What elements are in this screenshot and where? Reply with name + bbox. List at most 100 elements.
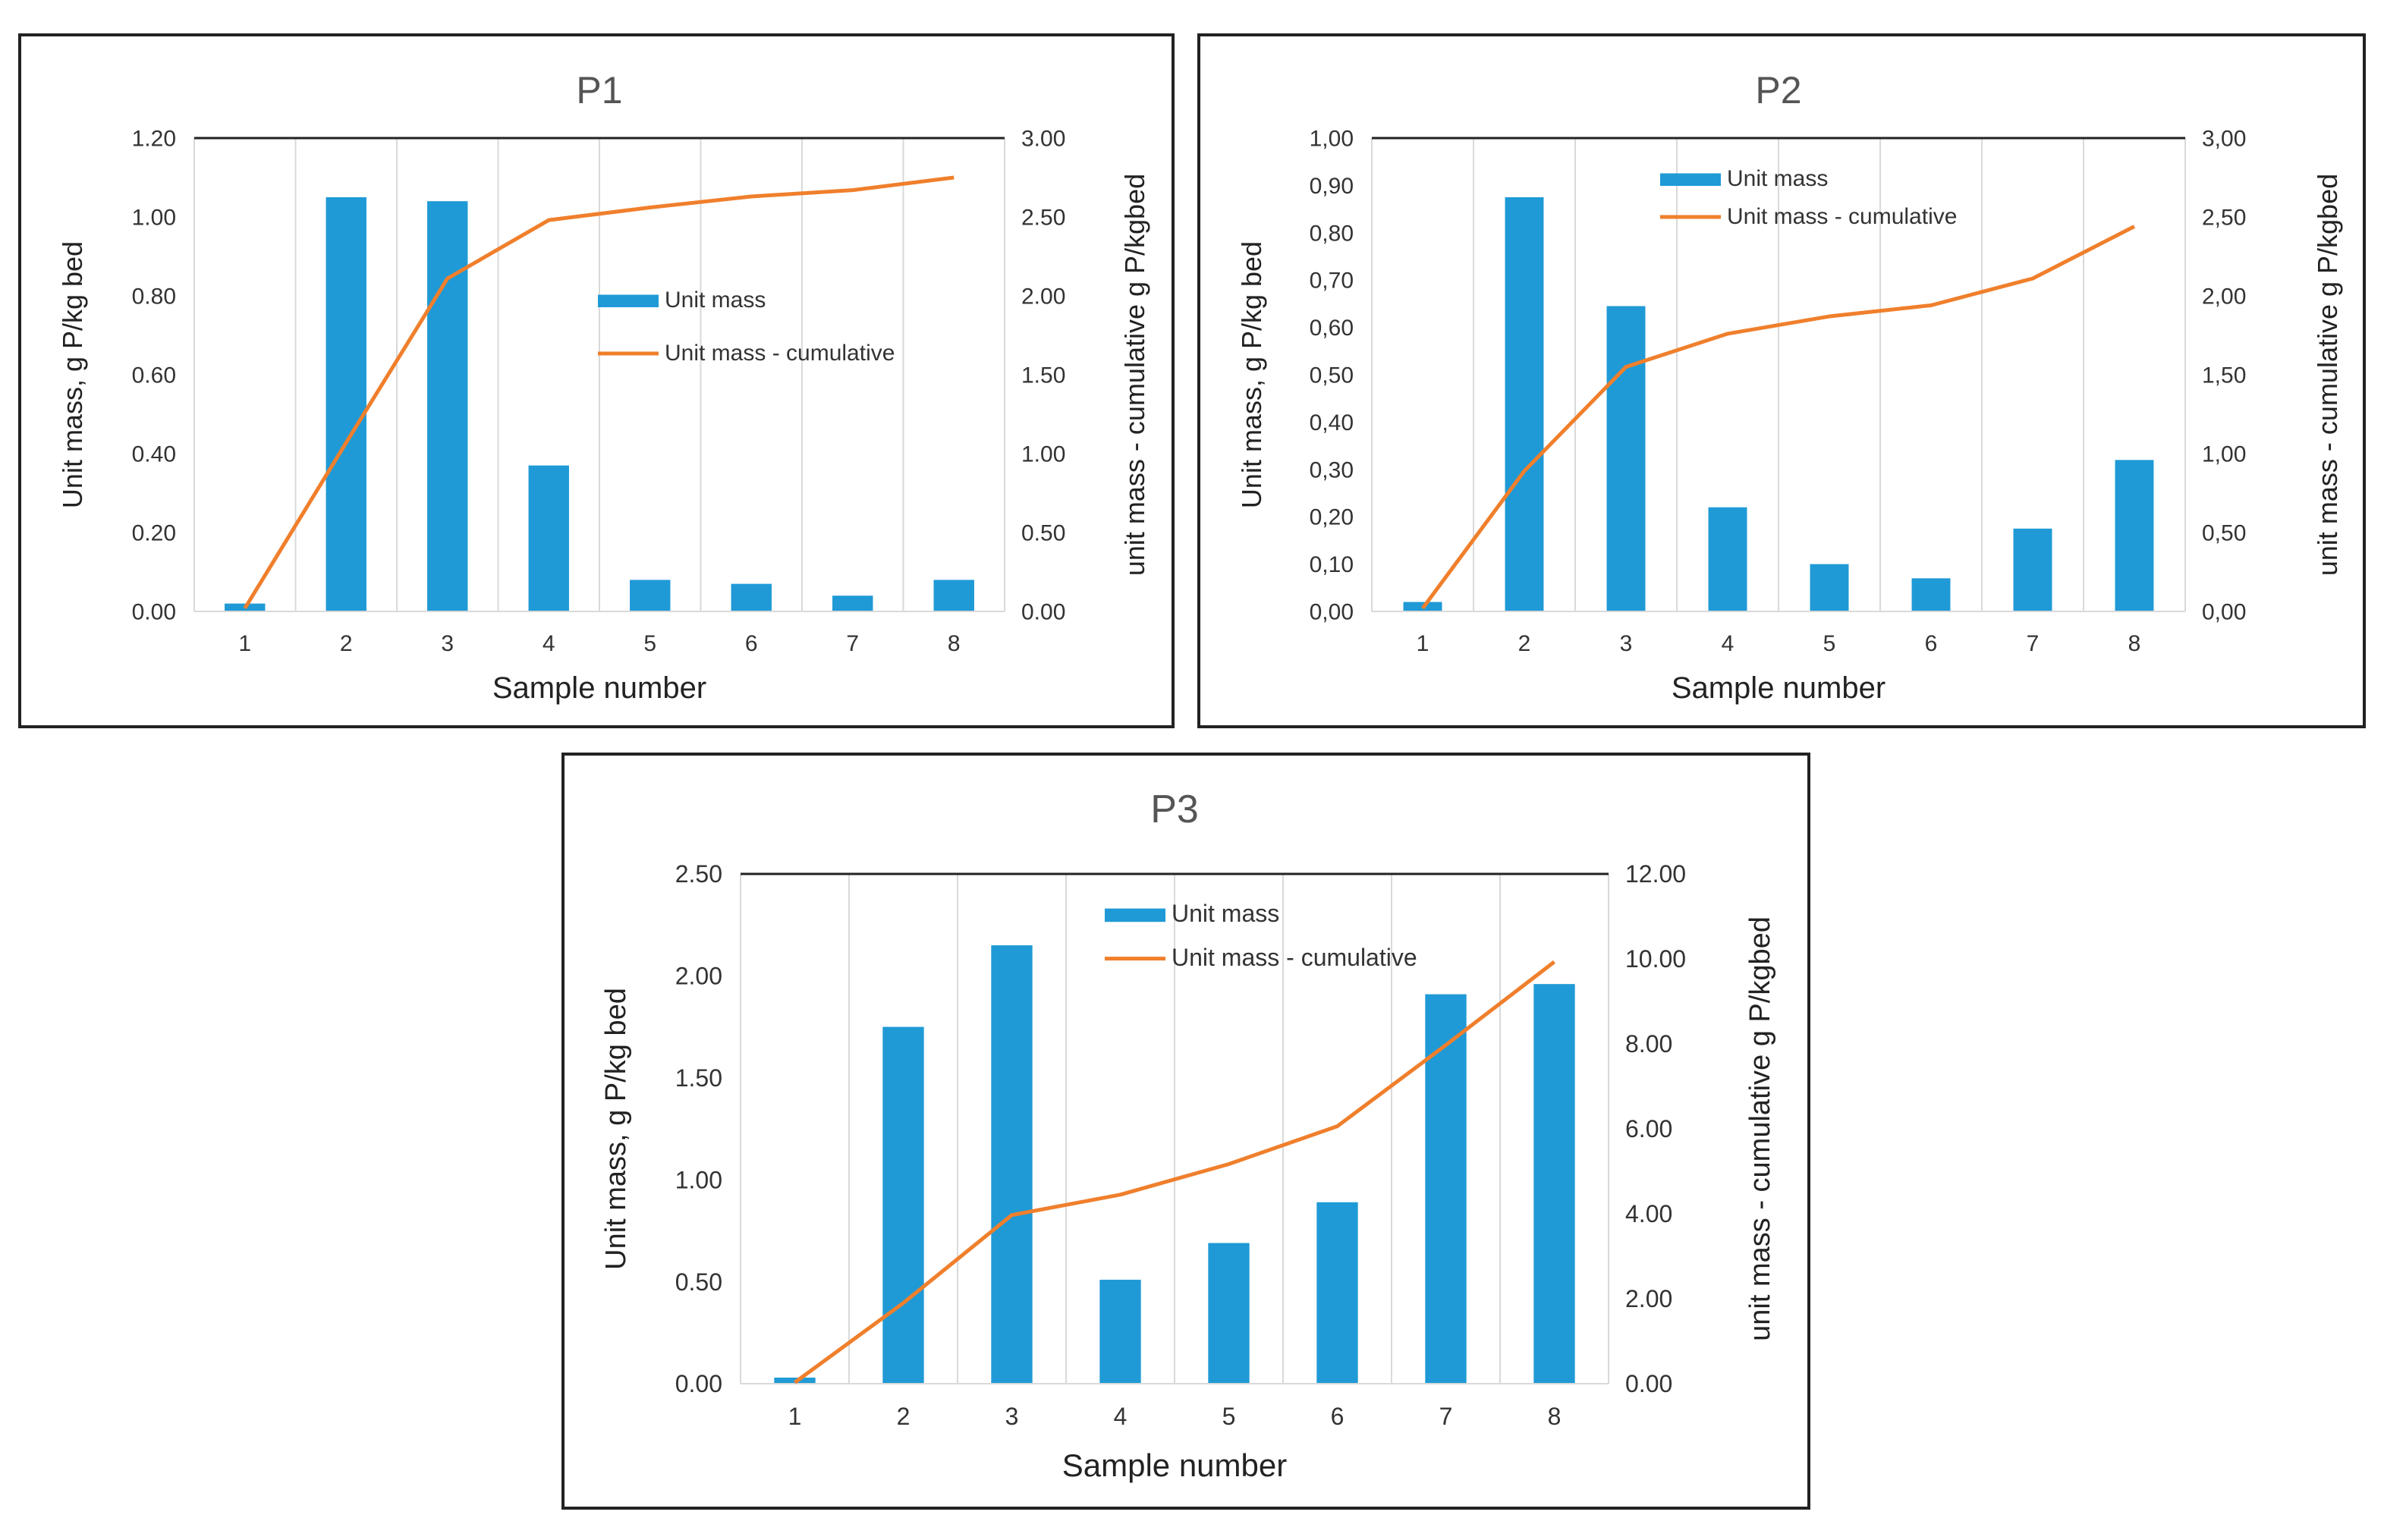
- x-axis-tick-label: 7: [1439, 1403, 1453, 1430]
- bar-unit-mass: [882, 1026, 924, 1384]
- x-axis-tick-label: 7: [846, 631, 859, 656]
- y-axis-title: Unit mass, g P/kg bed: [600, 988, 632, 1270]
- x-axis-tick-label: 5: [1222, 1403, 1236, 1430]
- y-axis-tick-label: 0.20: [132, 521, 176, 546]
- y-axis-tick-label: 0,30: [1310, 457, 1354, 482]
- chart-title: P2: [1755, 69, 1801, 112]
- y-axis-tick-label: 0,80: [1310, 221, 1354, 246]
- y2-axis-tick-label: 0.50: [1021, 521, 1065, 546]
- chart-p2: P2 0,00 0,10 0,20 0,30 0,40 0,50 0,60 0,70 0,80 0,…: [1236, 69, 2343, 705]
- y2-axis-tick-label: 4.00: [1625, 1200, 1672, 1227]
- y-axis-tick-label: 1.50: [675, 1064, 722, 1092]
- bar-unit-mass: [1911, 578, 1951, 611]
- x-axis-tick-label: 4: [1722, 631, 1735, 656]
- y2-axis-tick-label: 1,00: [2202, 442, 2246, 467]
- bar-unit-mass: [427, 201, 468, 611]
- chart-title: P1: [576, 69, 622, 112]
- line-unit-mass-cumulative: [794, 960, 1556, 1384]
- y-axis-tick-label: 1,00: [1310, 127, 1354, 152]
- legend-swatch-unit-mass: [1105, 908, 1165, 922]
- y2-axis-title: unit mass - cumulative g P/kgbed: [1744, 916, 1776, 1341]
- x-axis-tick-label: 4: [1114, 1403, 1128, 1430]
- x-axis-tick-label: 3: [1005, 1403, 1019, 1430]
- x-axis-tick-label: 3: [441, 631, 454, 656]
- x-axis-tick-label: 2: [897, 1403, 911, 1430]
- y2-axis-tick-label: 2,50: [2202, 206, 2246, 231]
- x-axis-title: Sample number: [1062, 1447, 1287, 1483]
- x-axis-tick-label: 2: [340, 631, 353, 656]
- y-axis-tick-label: 0.40: [132, 442, 176, 467]
- bar-unit-mass: [528, 465, 569, 611]
- y-axis-tick-label: 0.80: [132, 284, 176, 310]
- x-axis-tick-label: 3: [1620, 631, 1633, 656]
- chart-p3: P3 0.00 0.50 1.00 1.50 2.00 2.50 0.00 2.00 4.00 6.…: [600, 787, 1776, 1483]
- y2-axis-title: unit mass - cumulative g P/kgbed: [2312, 174, 2343, 576]
- y-axis-tick-label: 0,10: [1310, 552, 1354, 577]
- y-axis-tick-label: 2.50: [675, 860, 722, 888]
- x-axis-tick-label: 8: [2128, 631, 2141, 656]
- y2-axis-tick-label: 1.00: [1021, 442, 1065, 467]
- y-axis-tick-label: 0.60: [132, 363, 176, 388]
- bar-unit-mass: [1208, 1243, 1250, 1384]
- y2-axis-tick-label: 12.00: [1625, 860, 1686, 888]
- y-axis-title: Unit mass, g P/kg bed: [1236, 241, 1267, 508]
- y2-axis-tick-label: 0.00: [1625, 1370, 1672, 1397]
- legend-label-cumulative: Unit mass - cumulative: [1172, 944, 1417, 971]
- y2-axis-tick-label: 6.00: [1625, 1115, 1672, 1142]
- legend-label-cumulative: Unit mass - cumulative: [1727, 204, 1957, 229]
- y2-axis-tick-label: 3.00: [1021, 127, 1065, 152]
- bar-unit-mass: [2115, 460, 2154, 611]
- bar-unit-mass: [1099, 1279, 1141, 1384]
- x-axis-tick-label: 4: [543, 631, 555, 656]
- y-axis-title: Unit mass, g P/kg bed: [57, 241, 88, 508]
- legend-label-unit-mass: Unit mass: [1172, 900, 1279, 927]
- x-axis-tick-label: 1: [788, 1403, 802, 1430]
- legend-label-unit-mass: Unit mass: [1727, 166, 1828, 191]
- bar-unit-mass: [1533, 984, 1575, 1384]
- bar-unit-mass: [1425, 994, 1467, 1384]
- x-axis-tick-label: 8: [1548, 1403, 1562, 1430]
- bar-unit-mass: [731, 583, 772, 611]
- x-axis-tick-label: 6: [1925, 631, 1938, 656]
- y-axis-tick-label: 0.50: [675, 1268, 722, 1296]
- y2-axis-tick-label: 0,00: [2202, 600, 2246, 625]
- legend-label-unit-mass: Unit mass: [665, 288, 766, 313]
- y2-axis-tick-label: 3,00: [2202, 127, 2246, 152]
- y2-axis-tick-label: 1,50: [2202, 363, 2246, 388]
- y-axis-tick-label: 2.00: [675, 963, 722, 990]
- y2-axis-tick-label: 1.50: [1021, 363, 1065, 388]
- y-axis-tick-label: 0,40: [1310, 410, 1354, 435]
- chart-p1: P1 0.00 0.20 0.40 0.60 0.80 1.00 1.20 0.00 0.50 1.…: [57, 69, 1150, 705]
- x-axis-title: Sample number: [1672, 671, 1885, 705]
- y-axis-tick-label: 1.00: [132, 206, 176, 231]
- y2-axis-tick-label: 0.00: [1021, 600, 1065, 625]
- x-axis-tick-label: 5: [1823, 631, 1836, 656]
- x-axis-tick-label: 1: [1417, 631, 1429, 656]
- y2-axis-tick-label: 0,50: [2202, 521, 2246, 546]
- bar-unit-mass: [326, 197, 366, 611]
- x-axis-tick-label: 5: [643, 631, 656, 656]
- x-axis-tick-label: 6: [745, 631, 758, 656]
- x-axis-tick-label: 6: [1331, 1403, 1345, 1430]
- y2-axis-tick-label: 2.00: [1625, 1285, 1672, 1312]
- bar-unit-mass: [933, 580, 974, 611]
- y-axis-tick-label: 1.20: [132, 127, 176, 152]
- bar-unit-mass: [1316, 1202, 1358, 1384]
- y-axis-tick-label: 0,00: [1310, 600, 1354, 625]
- bar-unit-mass: [832, 596, 873, 611]
- y-axis-tick-label: 0,20: [1310, 505, 1354, 530]
- bar-unit-mass: [1708, 507, 1747, 611]
- bar-unit-mass: [2013, 528, 2052, 611]
- y-axis-tick-label: 0,70: [1310, 269, 1354, 294]
- y-axis-tick-label: 0.00: [132, 600, 176, 625]
- x-axis-tick-label: 2: [1518, 631, 1531, 656]
- chart-panel-p1: P1 0.00 0.20 0.40 0.60 0.80 1.00 1.20 0.00 0.50 1.…: [18, 33, 1175, 728]
- y2-axis-tick-label: 2.00: [1021, 284, 1065, 310]
- chart-panel-p2: P2 0,00 0,10 0,20 0,30 0,40 0,50 0,60 0,70 0,80 0,…: [1197, 33, 2366, 728]
- x-axis-tick-label: 1: [238, 631, 251, 656]
- legend-swatch-unit-mass: [1660, 173, 1721, 186]
- line-unit-mass-cumulative: [243, 175, 955, 610]
- y-axis-tick-label: 0,60: [1310, 316, 1354, 341]
- chart-title: P3: [1150, 787, 1199, 831]
- bar-unit-mass: [630, 580, 671, 611]
